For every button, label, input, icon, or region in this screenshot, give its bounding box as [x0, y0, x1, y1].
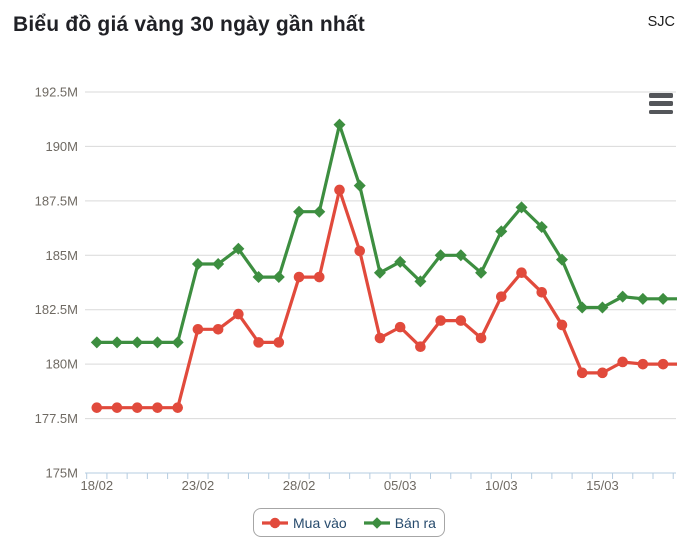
data-point-marker: [212, 257, 225, 270]
legend-label-sell: Bán ra: [394, 514, 436, 531]
data-point-marker: [212, 324, 224, 335]
data-point-marker: [353, 179, 366, 192]
data-point-marker: [232, 242, 245, 255]
data-point-marker: [313, 205, 326, 218]
y-tick-label: 175M: [45, 466, 78, 481]
sell-series-marker-icon: [363, 516, 390, 529]
data-point-marker: [313, 271, 325, 283]
data-point-marker: [435, 315, 446, 326]
data-point-marker: [131, 402, 143, 413]
data-point-marker: [253, 337, 264, 348]
gridlines: [85, 91, 676, 420]
data-point-marker: [192, 324, 204, 335]
x-tick-label: 05/03: [384, 478, 417, 493]
data-point-marker: [657, 358, 669, 370]
legend-item-mua-vao[interactable]: Mua vào: [262, 515, 347, 531]
data-point-marker: [556, 319, 568, 331]
x-tick-label: 15/03: [586, 478, 619, 493]
chart-title: Biểu đồ giá vàng 30 ngày gần nhất: [13, 13, 365, 36]
data-point-marker: [91, 402, 103, 413]
data-point-marker: [536, 286, 548, 298]
data-point-marker: [90, 336, 103, 349]
data-point-marker: [535, 220, 548, 233]
data-point-marker: [596, 301, 609, 314]
data-point-marker: [475, 332, 487, 344]
hamburger-icon: [649, 93, 673, 98]
data-point-marker: [434, 249, 447, 262]
data-point-marker: [152, 402, 163, 413]
data-point-marker: [515, 201, 528, 214]
chart-legend: Mua vào Bán ra: [253, 508, 445, 537]
data-point-marker: [172, 402, 183, 413]
unit-label: SJC: [647, 14, 675, 30]
chart-context-menu-button[interactable]: [649, 93, 673, 114]
data-point-marker: [131, 336, 144, 349]
y-tick-label: 190M: [45, 139, 78, 154]
data-point-marker: [354, 245, 366, 257]
data-point-marker: [475, 266, 488, 279]
data-point-marker: [252, 271, 265, 284]
data-point-marker: [657, 292, 670, 305]
data-point-marker: [415, 341, 426, 353]
x-axis: [85, 472, 676, 479]
x-axis-labels: 18/02 23/02 28/02 05/03 10/03 15/03: [81, 478, 619, 493]
data-point-marker: [191, 257, 204, 270]
data-point-marker: [597, 367, 608, 379]
data-point-marker: [414, 275, 427, 288]
hamburger-icon: [649, 101, 673, 106]
buy-series-marker-icon: [262, 517, 289, 528]
y-tick-label: 185M: [45, 248, 78, 263]
x-tick-label: 23/02: [182, 478, 215, 493]
y-tick-label: 180M: [45, 357, 78, 372]
data-point-marker: [576, 301, 589, 314]
data-point-marker: [233, 308, 244, 320]
data-point-marker: [495, 225, 508, 238]
data-point-marker: [616, 290, 629, 303]
data-point-marker: [151, 336, 164, 349]
series-mua-vao: [91, 184, 677, 413]
data-point-marker: [617, 356, 628, 368]
data-point-marker: [496, 291, 507, 302]
data-point-marker: [171, 336, 184, 349]
x-tick-label: 10/03: [485, 478, 518, 493]
data-point-marker: [293, 271, 305, 283]
y-tick-label: 182.5M: [35, 302, 78, 317]
data-point-marker: [111, 402, 123, 413]
series-ban-ra: [90, 118, 677, 349]
data-point-marker: [555, 253, 568, 266]
data-point-marker: [333, 118, 346, 131]
data-point-marker: [516, 267, 527, 279]
series-line: [96, 188, 677, 410]
data-point-marker: [111, 336, 124, 349]
y-axis-labels: 192.5M 190M 187.5M 185M 182.5M 180M 177.5M 175M: [35, 85, 78, 481]
hamburger-icon: [649, 109, 673, 114]
legend-label-buy: Mua vào: [293, 514, 347, 531]
data-point-marker: [455, 315, 467, 326]
data-point-marker: [373, 266, 386, 279]
data-point-marker: [272, 271, 285, 284]
data-point-marker: [576, 367, 588, 379]
y-tick-label: 177.5M: [35, 411, 78, 426]
y-tick-label: 187.5M: [35, 193, 78, 208]
x-tick-label: 18/02: [81, 478, 114, 493]
data-point-marker: [636, 292, 649, 305]
data-point-marker: [293, 205, 306, 218]
data-point-marker: [334, 184, 345, 196]
data-point-marker: [637, 358, 649, 370]
x-tick-label: 28/02: [283, 478, 316, 493]
legend-item-ban-ra[interactable]: Bán ra: [363, 514, 436, 531]
data-point-marker: [374, 332, 386, 344]
data-point-marker: [394, 321, 406, 333]
y-tick-label: 192.5M: [35, 85, 78, 100]
data-point-marker: [394, 255, 407, 268]
data-point-marker: [273, 337, 285, 348]
data-point-marker: [454, 249, 467, 262]
